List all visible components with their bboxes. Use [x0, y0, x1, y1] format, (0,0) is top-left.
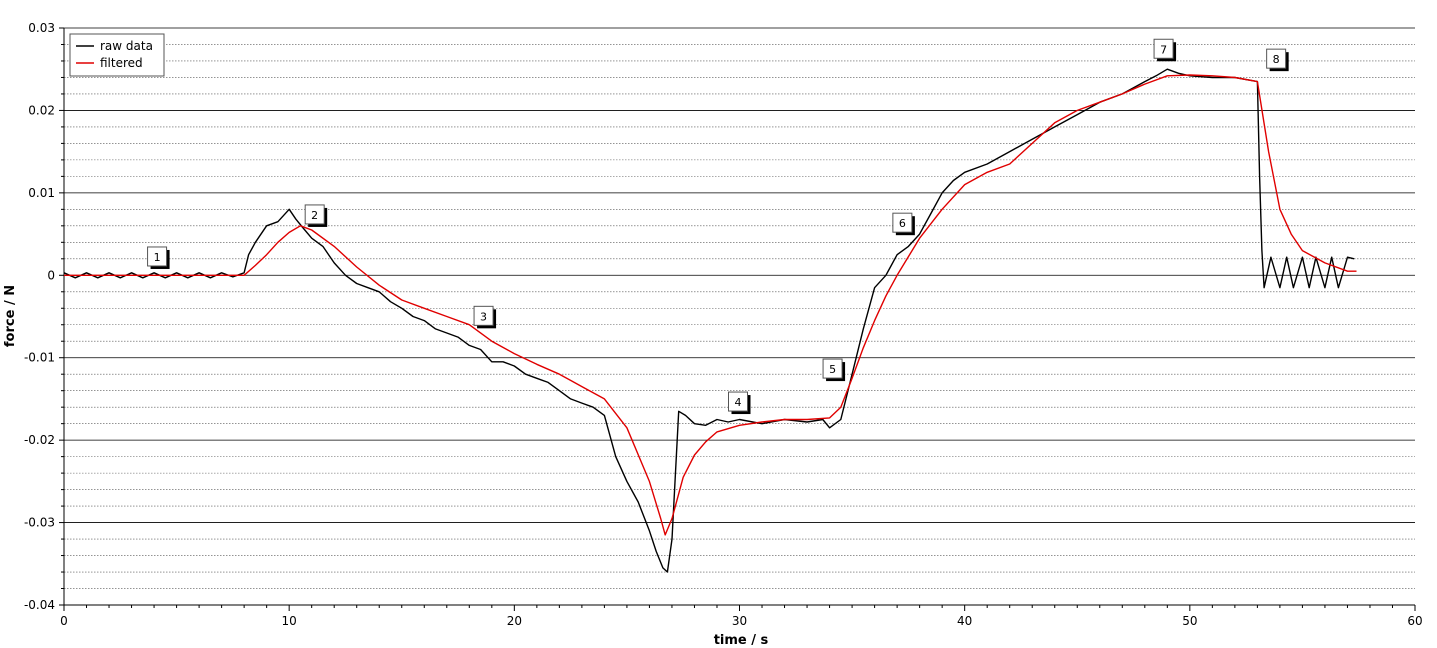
y-tick-label: -0.01	[24, 351, 55, 365]
annotation-label: 8	[1273, 53, 1280, 66]
annotation-2: 2	[304, 204, 328, 227]
annotation-8: 8	[1266, 48, 1289, 72]
series-line-raw-data	[63, 68, 1355, 573]
x-tick-label: 60	[1407, 614, 1422, 628]
annotation-7: 7	[1153, 38, 1177, 62]
annotation-label: 1	[154, 251, 161, 264]
annotation-6: 6	[892, 212, 915, 236]
annotation-5: 5	[822, 358, 846, 382]
annotation-label: 4	[735, 396, 742, 409]
annotation-box	[304, 204, 325, 225]
annotation-box	[1153, 38, 1174, 59]
y-tick-label: 0	[47, 268, 55, 282]
legend-label: filtered	[100, 56, 143, 70]
x-tick-label: 30	[732, 614, 747, 628]
y-tick-label: 0.01	[28, 186, 55, 200]
series-line-filtered	[64, 74, 1357, 536]
axes: -0.04 -0.03 -0.02 -0.01 0 0.01 0.02 0.03 0 10 20 30…	[24, 21, 1423, 628]
legend-label: raw data	[100, 39, 153, 53]
x-tick-label: 40	[957, 614, 972, 628]
x-tick-label: 20	[507, 614, 522, 628]
annotation-box	[892, 212, 913, 233]
legend-box	[69, 33, 165, 77]
y-tick-label: -0.02	[24, 433, 55, 447]
annotation-3: 3	[473, 305, 497, 329]
annotation-box	[1266, 48, 1287, 69]
annotation-label: 7	[1160, 43, 1167, 56]
x-axis-title: time / s	[714, 633, 769, 648]
y-axis-title: force / N	[3, 285, 18, 347]
annotations: 1 2 3 4 5 6 7 8	[147, 38, 1289, 415]
annotation-box	[473, 305, 494, 326]
annotation-box	[728, 391, 748, 412]
annotation-label: 6	[899, 217, 906, 230]
grid	[64, 27, 1415, 589]
y-tick-label: 0.02	[28, 103, 55, 117]
x-tick-label: 50	[1182, 614, 1197, 628]
y-tick-label: -0.03	[24, 516, 55, 530]
legend: raw data filtered	[69, 33, 165, 77]
annotation-1: 1	[147, 246, 170, 269]
annotation-box	[147, 246, 168, 267]
x-tick-label: 0	[60, 614, 68, 628]
annotation-box	[822, 358, 843, 379]
annotation-label: 2	[311, 209, 318, 222]
annotation-label: 5	[829, 363, 836, 376]
x-tick-label: 10	[282, 614, 297, 628]
y-tick-label: -0.04	[24, 598, 55, 612]
annotation-4: 4	[728, 391, 751, 415]
y-tick-label: 0.03	[28, 21, 55, 35]
series-layer	[63, 68, 1357, 573]
annotation-label: 3	[480, 310, 487, 323]
